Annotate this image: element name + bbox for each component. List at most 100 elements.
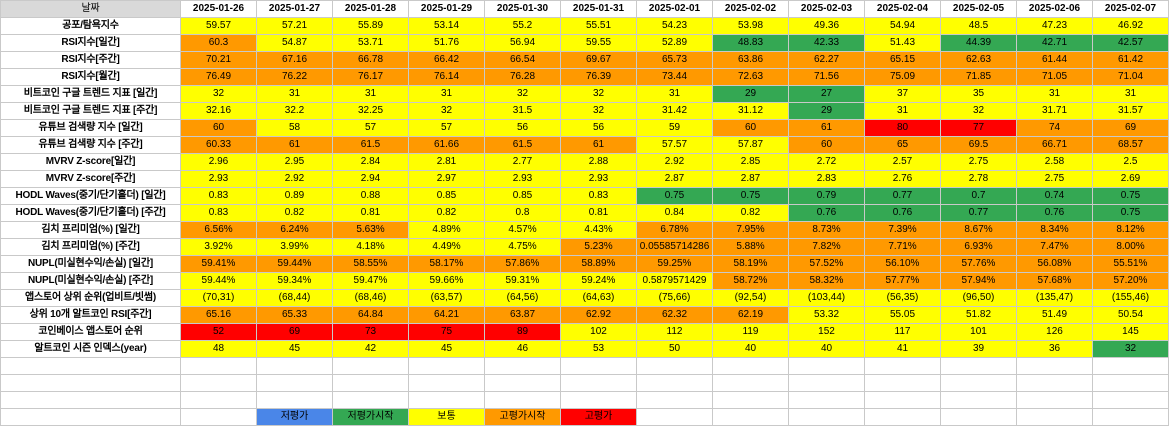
data-cell[interactable]: 60.33 bbox=[180, 136, 257, 154]
data-cell[interactable]: 7.82% bbox=[788, 238, 865, 256]
data-cell[interactable]: 57.77% bbox=[864, 272, 941, 290]
data-cell[interactable]: 32 bbox=[560, 102, 637, 120]
empty-cell[interactable] bbox=[788, 391, 865, 409]
row-label-cell[interactable]: 비트코인 구글 트렌드 지표 [주간] bbox=[0, 102, 181, 120]
data-cell[interactable]: 0.85 bbox=[408, 187, 485, 205]
data-cell[interactable]: 69.5 bbox=[940, 136, 1017, 154]
data-cell[interactable]: 29 bbox=[712, 85, 789, 103]
date-header-cell[interactable]: 2025-01-27 bbox=[256, 0, 333, 18]
data-cell[interactable]: 2.72 bbox=[788, 153, 865, 171]
empty-cell[interactable] bbox=[180, 391, 257, 409]
data-cell[interactable]: 76.22 bbox=[256, 68, 333, 86]
empty-cell[interactable] bbox=[0, 374, 181, 392]
empty-cell[interactable] bbox=[864, 408, 941, 426]
row-label-cell[interactable]: HODL Waves(중기/단기홀더) [일간] bbox=[0, 187, 181, 205]
legend-item[interactable]: 고평가 bbox=[560, 408, 637, 426]
data-cell[interactable]: (63,57) bbox=[408, 289, 485, 307]
data-cell[interactable]: 58.55% bbox=[332, 255, 409, 273]
row-label-cell[interactable]: RSI지수[주간] bbox=[0, 51, 181, 69]
data-cell[interactable]: 2.83 bbox=[788, 170, 865, 188]
row-label-cell[interactable]: MVRV Z-score[일간] bbox=[0, 153, 181, 171]
data-cell[interactable]: 8.00% bbox=[1092, 238, 1169, 256]
row-label-cell[interactable]: 앱스토어 상위 순위(업비트/빗썸) bbox=[0, 289, 181, 307]
data-cell[interactable]: 32 bbox=[180, 85, 257, 103]
data-cell[interactable]: 2.85 bbox=[712, 153, 789, 171]
data-cell[interactable]: 55.05 bbox=[864, 306, 941, 324]
data-cell[interactable]: 0.81 bbox=[332, 204, 409, 222]
data-cell[interactable]: 6.93% bbox=[940, 238, 1017, 256]
data-cell[interactable]: 53.32 bbox=[788, 306, 865, 324]
data-cell[interactable]: 89 bbox=[484, 323, 561, 341]
data-cell[interactable]: 63.86 bbox=[712, 51, 789, 69]
data-cell[interactable]: 2.92 bbox=[636, 153, 713, 171]
empty-cell[interactable] bbox=[1016, 391, 1093, 409]
empty-cell[interactable] bbox=[0, 391, 181, 409]
data-cell[interactable]: 62.19 bbox=[712, 306, 789, 324]
empty-cell[interactable] bbox=[712, 391, 789, 409]
empty-cell[interactable] bbox=[0, 357, 181, 375]
data-cell[interactable]: 145 bbox=[1092, 323, 1169, 341]
empty-cell[interactable] bbox=[788, 357, 865, 375]
date-header-cell[interactable]: 2025-02-03 bbox=[788, 0, 865, 18]
data-cell[interactable]: 2.75 bbox=[940, 153, 1017, 171]
data-cell[interactable]: 51.82 bbox=[940, 306, 1017, 324]
empty-cell[interactable] bbox=[1016, 408, 1093, 426]
data-cell[interactable]: 46.92 bbox=[1092, 17, 1169, 35]
data-cell[interactable]: 49.36 bbox=[788, 17, 865, 35]
data-cell[interactable]: 2.93 bbox=[560, 170, 637, 188]
date-header-cell[interactable]: 2025-01-26 bbox=[180, 0, 257, 18]
data-cell[interactable]: 31 bbox=[1092, 85, 1169, 103]
data-cell[interactable]: 32 bbox=[408, 102, 485, 120]
date-header-cell[interactable]: 2025-01-28 bbox=[332, 0, 409, 18]
data-cell[interactable]: 31 bbox=[1016, 85, 1093, 103]
data-cell[interactable]: (68,44) bbox=[256, 289, 333, 307]
data-cell[interactable]: 69 bbox=[1092, 119, 1169, 137]
data-cell[interactable]: 2.5 bbox=[1092, 153, 1169, 171]
data-cell[interactable]: 2.57 bbox=[864, 153, 941, 171]
data-cell[interactable]: 31.5 bbox=[484, 102, 561, 120]
data-cell[interactable]: 59 bbox=[636, 119, 713, 137]
data-cell[interactable]: 0.89 bbox=[256, 187, 333, 205]
data-cell[interactable]: 112 bbox=[636, 323, 713, 341]
data-cell[interactable]: 0.77 bbox=[940, 204, 1017, 222]
data-cell[interactable]: 75 bbox=[408, 323, 485, 341]
empty-cell[interactable] bbox=[864, 391, 941, 409]
data-cell[interactable]: 58.17% bbox=[408, 255, 485, 273]
empty-cell[interactable] bbox=[712, 374, 789, 392]
empty-cell[interactable] bbox=[484, 357, 561, 375]
data-cell[interactable]: 0.82 bbox=[712, 204, 789, 222]
empty-cell[interactable] bbox=[0, 408, 181, 426]
row-label-cell[interactable]: RSI지수[월간] bbox=[0, 68, 181, 86]
data-cell[interactable]: 57.87 bbox=[712, 136, 789, 154]
data-cell[interactable]: 59.55 bbox=[560, 34, 637, 52]
data-cell[interactable]: 0.79 bbox=[788, 187, 865, 205]
data-cell[interactable]: 58.89% bbox=[560, 255, 637, 273]
row-label-cell[interactable]: MVRV Z-score[주간] bbox=[0, 170, 181, 188]
empty-cell[interactable] bbox=[636, 357, 713, 375]
date-header-cell[interactable]: 2025-02-05 bbox=[940, 0, 1017, 18]
empty-cell[interactable] bbox=[180, 408, 257, 426]
legend-item[interactable]: 보통 bbox=[408, 408, 485, 426]
data-cell[interactable]: 76.28 bbox=[484, 68, 561, 86]
data-cell[interactable]: 0.7 bbox=[940, 187, 1017, 205]
data-cell[interactable]: 41 bbox=[864, 340, 941, 358]
data-cell[interactable]: 2.81 bbox=[408, 153, 485, 171]
data-cell[interactable]: 2.88 bbox=[560, 153, 637, 171]
data-cell[interactable]: 76.17 bbox=[332, 68, 409, 86]
data-cell[interactable]: 58 bbox=[256, 119, 333, 137]
empty-cell[interactable] bbox=[332, 357, 409, 375]
data-cell[interactable]: 56.08% bbox=[1016, 255, 1093, 273]
empty-cell[interactable] bbox=[864, 357, 941, 375]
row-label-cell[interactable]: 김치 프리미엄(%) [주간] bbox=[0, 238, 181, 256]
empty-cell[interactable] bbox=[1016, 357, 1093, 375]
data-cell[interactable]: 57.76% bbox=[940, 255, 1017, 273]
data-cell[interactable]: 2.92 bbox=[256, 170, 333, 188]
data-cell[interactable]: 58.19% bbox=[712, 255, 789, 273]
data-cell[interactable]: 61.42 bbox=[1092, 51, 1169, 69]
data-cell[interactable]: (96,50) bbox=[940, 289, 1017, 307]
data-cell[interactable]: 77 bbox=[940, 119, 1017, 137]
empty-cell[interactable] bbox=[484, 374, 561, 392]
data-cell[interactable]: (56,35) bbox=[864, 289, 941, 307]
empty-cell[interactable] bbox=[484, 391, 561, 409]
data-cell[interactable]: 126 bbox=[1016, 323, 1093, 341]
